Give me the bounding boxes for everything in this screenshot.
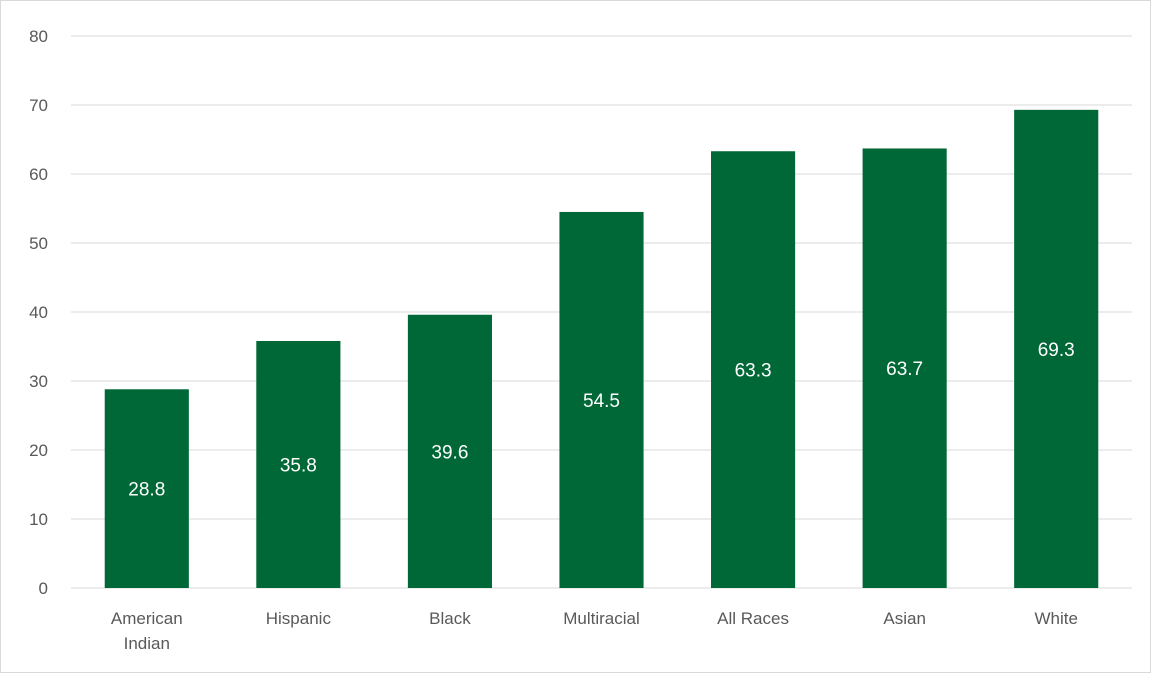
x-category-label: American Indian <box>111 609 183 653</box>
data-label: 69.3 <box>1038 340 1075 361</box>
x-category-label: Black <box>429 609 471 628</box>
y-tick-label: 70 <box>29 96 48 115</box>
bar-hispanic <box>256 340 341 588</box>
bar-american-indian <box>104 389 189 588</box>
x-category-label: Asian <box>883 609 926 628</box>
bars <box>104 109 1099 589</box>
y-tick-label: 80 <box>29 27 48 46</box>
bar-black <box>407 314 492 588</box>
y-tick-label: 40 <box>29 303 48 322</box>
y-tick-label: 0 <box>39 579 48 598</box>
bar-multiracial <box>559 211 644 588</box>
data-label: 63.7 <box>886 359 923 380</box>
data-label: 54.5 <box>583 391 620 412</box>
y-tick-label: 10 <box>29 510 48 529</box>
x-category-label: White <box>1034 609 1077 628</box>
x-category-label: Multiracial <box>563 609 640 628</box>
data-label: 63.3 <box>735 361 772 382</box>
data-label: 28.8 <box>128 480 165 501</box>
y-axis-tick-labels: 0 10 20 30 40 50 60 70 80 <box>29 27 48 598</box>
data-label: 35.8 <box>280 455 317 476</box>
data-label: 39.6 <box>431 442 468 463</box>
x-axis-category-labels: American Indian Hispanic Black Multiracial Al… <box>111 609 1078 653</box>
x-category-label: All Races <box>717 609 789 628</box>
y-tick-label: 30 <box>29 372 48 391</box>
x-category-label: Hispanic <box>266 609 332 628</box>
bar-asian <box>862 148 947 588</box>
bar-all-races <box>711 151 796 589</box>
y-tick-label: 20 <box>29 441 48 460</box>
y-tick-label: 60 <box>29 165 48 184</box>
bar-white <box>1014 109 1099 588</box>
y-tick-label: 50 <box>29 234 48 253</box>
data-labels: 28.8 35.8 39.6 54.5 63.3 63.7 69.3 <box>128 340 1074 501</box>
